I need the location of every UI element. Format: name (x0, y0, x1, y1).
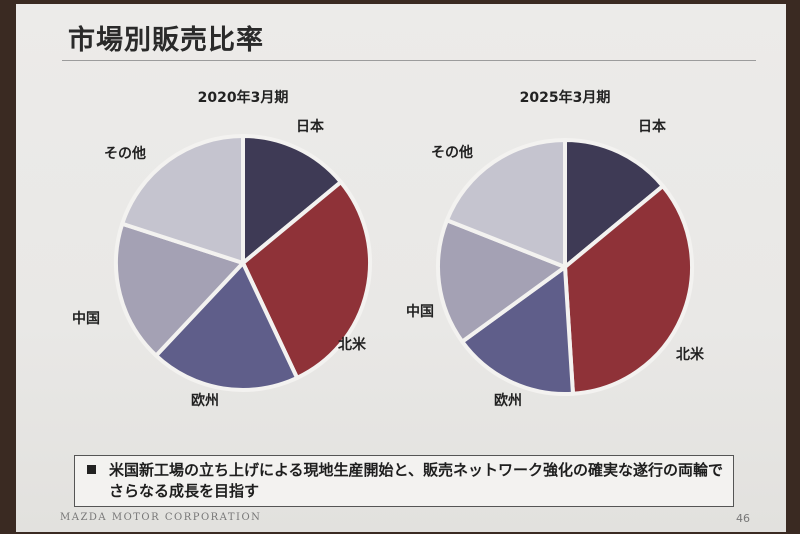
pie-slice-北米 (563, 184, 694, 396)
pie-label-北米: 北米 (338, 336, 367, 353)
slide: 市場別販売比率 2020年3月期 日本 北米 欧州 中国 その他 2025年3月期 日本 北米… (16, 4, 786, 532)
pie-label-日本: 日本 (638, 118, 667, 135)
pie-slice-日本 (241, 134, 343, 265)
title-divider (62, 60, 756, 61)
pie-slice-その他 (444, 138, 567, 269)
pie-slice-日本 (563, 138, 665, 269)
pie-label-その他: その他 (104, 145, 146, 162)
pie-label-北米: 北米 (676, 346, 705, 363)
pie-slice-その他 (120, 134, 245, 265)
pie-slice-欧州 (460, 265, 575, 396)
page-number: 46 (736, 512, 750, 525)
pie-label-その他: その他 (431, 144, 473, 161)
bullet-square-icon (87, 465, 96, 474)
pie-slice-中国 (436, 218, 567, 344)
pie-label-日本: 日本 (296, 118, 325, 135)
company-footer: MAZDA MOTOR CORPORATION (60, 512, 262, 523)
pie-title: 2025年3月期 (520, 89, 611, 106)
pie-title: 2020年3月期 (198, 89, 289, 106)
pie-slice-中国 (114, 221, 245, 358)
pie-label-中国: 中国 (72, 310, 100, 327)
pie-label-欧州: 欧州 (494, 392, 522, 409)
pie-slice-欧州 (154, 261, 300, 392)
pie-label-中国: 中国 (406, 303, 434, 320)
summary-box: 米国新工場の立ち上げによる現地生産開始と、販売ネットワーク強化の確実な遂行の両輪… (74, 455, 734, 507)
summary-text: 米国新工場の立ち上げによる現地生産開始と、販売ネットワーク強化の確実な遂行の両輪… (109, 461, 723, 500)
slide-title: 市場別販売比率 (68, 25, 264, 56)
pie-label-欧州: 欧州 (191, 392, 219, 409)
